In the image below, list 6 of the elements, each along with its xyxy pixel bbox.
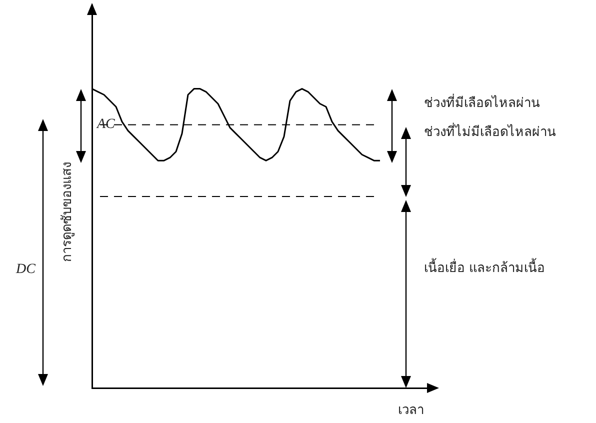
text: DC [16, 262, 36, 278]
text: ช่วงที่ไม่มีเลือดไหลผ่าน [424, 125, 556, 141]
y-axis-title: การดูดซับของแสง [60, 162, 76, 262]
text: ช่วงที่มีเลือดไหลผ่าน [424, 96, 540, 112]
x-axis-title: เวลา [398, 403, 424, 419]
annotation: AC [97, 117, 115, 133]
